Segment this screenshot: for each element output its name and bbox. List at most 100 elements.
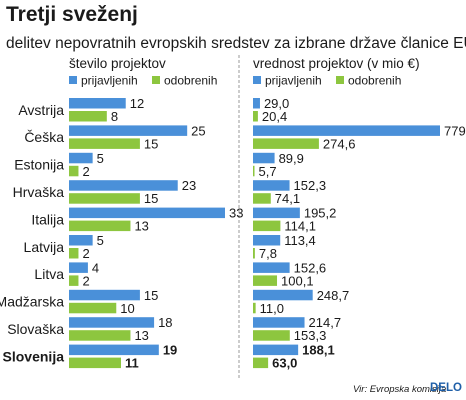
legend-swatch-value-prijavljenih (253, 76, 261, 84)
legend-label-count-prijavljenih: prijavljenih (81, 74, 138, 88)
data-label-value-prijavljenih-slovaska: 214,7 (309, 315, 342, 330)
category-label-slovaska: Slovaška (7, 321, 64, 337)
bar-value-odobrenih-estonija (253, 165, 255, 177)
category-label-italija: Italija (31, 211, 64, 227)
chart-subtitle: delitev nepovratnih evropskih sredstev z… (6, 35, 466, 52)
legend-label-value-odobrenih: odobrenih (348, 74, 401, 88)
bar-count-prijavljenih-slovaska (69, 317, 155, 328)
bar-count-prijavljenih-litva (69, 262, 88, 273)
data-label-count-odobrenih-madzarska: 10 (120, 301, 134, 316)
bar-value-odobrenih-ceska (253, 138, 319, 149)
bar-value-odobrenih-latvija (253, 248, 255, 259)
data-label-count-prijavljenih-ceska: 25 (191, 123, 205, 138)
data-label-count-odobrenih-estonija: 2 (82, 164, 89, 179)
data-label-count-prijavljenih-latvija: 5 (97, 233, 104, 248)
data-label-count-prijavljenih-avstrija: 12 (130, 96, 144, 111)
bar-value-prijavljenih-slovenija (253, 344, 299, 356)
bar-value-prijavljenih-slovaska (253, 317, 305, 328)
bar-count-odobrenih-madzarska (69, 302, 117, 314)
bar-value-odobrenih-avstrija (253, 111, 258, 122)
bar-count-prijavljenih-madzarska (69, 289, 140, 301)
data-label-value-prijavljenih-madzarska: 248,7 (317, 288, 350, 303)
legend-label-count-odobrenih: odobrenih (164, 74, 217, 88)
bar-value-odobrenih-slovaska (253, 330, 290, 341)
category-label-latvija: Latvija (24, 239, 65, 255)
data-label-value-odobrenih-slovenija: 63,0 (272, 356, 297, 371)
data-label-count-prijavljenih-slovaska: 18 (158, 315, 172, 330)
chart-title: Tretji sveženj (6, 3, 138, 26)
data-label-count-prijavljenih-litva: 4 (92, 260, 99, 275)
legend-label-value-prijavljenih: prijavljenih (265, 74, 322, 88)
data-label-value-prijavljenih-avstrija: 29,0 (264, 96, 289, 111)
data-label-value-odobrenih-slovaska: 153,3 (294, 328, 327, 343)
data-label-count-odobrenih-italija: 13 (134, 219, 148, 234)
bar-count-prijavljenih-estonija (69, 152, 93, 164)
data-label-count-prijavljenih-madzarska: 15 (144, 288, 158, 303)
panel-title-value: vrednost projektov (v mio €) (253, 56, 420, 71)
legend-swatch-count-odobrenih (152, 76, 160, 84)
bar-value-prijavljenih-latvija (253, 235, 281, 246)
bar-count-odobrenih-avstrija (69, 111, 107, 122)
data-label-value-prijavljenih-estonija: 89,9 (279, 151, 304, 166)
bar-count-prijavljenih-latvija (69, 235, 93, 246)
bar-count-prijavljenih-italija (69, 207, 225, 219)
data-label-value-prijavljenih-slovenija: 188,1 (302, 343, 335, 358)
bar-count-prijavljenih-avstrija (69, 98, 126, 109)
data-label-value-prijavljenih-ceska: 779,1 (444, 123, 466, 138)
data-label-count-odobrenih-slovenija: 11 (125, 356, 139, 371)
data-label-value-prijavljenih-hrvaska: 152,3 (294, 178, 327, 193)
data-label-value-odobrenih-madzarska: 11,0 (260, 301, 284, 316)
bar-value-prijavljenih-italija (253, 207, 300, 219)
data-label-count-prijavljenih-hrvaska: 23 (182, 178, 196, 193)
data-label-value-prijavljenih-italija: 195,2 (304, 206, 337, 221)
bar-value-prijavljenih-avstrija (253, 98, 260, 109)
bar-value-prijavljenih-estonija (253, 152, 275, 164)
category-label-avstrija: Avstrija (18, 102, 64, 118)
bar-value-prijavljenih-madzarska (253, 289, 313, 301)
bar-count-prijavljenih-slovenija (69, 344, 159, 356)
data-label-count-prijavljenih-slovenija: 19 (163, 343, 177, 358)
panel-title-count: število projektov (69, 56, 166, 71)
data-label-value-odobrenih-latvija: 7,8 (259, 246, 277, 261)
bar-value-prijavljenih-litva (253, 262, 290, 273)
bar-count-odobrenih-italija (69, 220, 131, 232)
data-label-value-odobrenih-avstrija: 20,4 (262, 109, 287, 124)
source-note: Vir: Evropska komisija (353, 384, 447, 395)
bar-value-odobrenih-litva (253, 275, 278, 286)
data-label-count-prijavljenih-estonija: 5 (97, 151, 104, 166)
category-label-ceska: Češka (24, 129, 64, 145)
data-label-value-odobrenih-estonija: 5,7 (259, 164, 277, 179)
data-label-value-prijavljenih-litva: 152,6 (294, 260, 327, 275)
category-label-slovenija: Slovenija (3, 348, 65, 364)
bar-value-odobrenih-slovenija (253, 357, 269, 369)
bar-count-odobrenih-estonija (69, 165, 79, 177)
data-label-count-odobrenih-latvija: 2 (82, 246, 89, 261)
category-label-madzarska: Madžarska (0, 294, 64, 310)
bar-count-prijavljenih-hrvaska (69, 180, 178, 191)
bar-count-odobrenih-latvija (69, 248, 79, 259)
category-label-litva: Litva (34, 266, 64, 282)
data-label-value-odobrenih-litva: 100,1 (281, 273, 314, 288)
data-label-value-prijavljenih-latvija: 113,4 (284, 233, 316, 248)
data-label-count-odobrenih-litva: 2 (82, 273, 89, 288)
legend-swatch-count-prijavljenih (69, 76, 77, 84)
bar-count-odobrenih-slovenija (69, 357, 121, 369)
bar-count-prijavljenih-ceska (69, 125, 188, 136)
data-label-value-odobrenih-italija: 114,1 (284, 219, 316, 234)
bar-value-odobrenih-italija (253, 220, 281, 232)
bar-value-odobrenih-hrvaska (253, 193, 271, 204)
bar-count-odobrenih-hrvaska (69, 193, 140, 204)
data-label-count-odobrenih-avstrija: 8 (111, 109, 118, 124)
data-label-value-odobrenih-ceska: 274,6 (323, 136, 356, 151)
data-label-count-prijavljenih-italija: 33 (229, 206, 243, 221)
bar-value-odobrenih-madzarska (253, 302, 256, 314)
data-label-count-odobrenih-hrvaska: 15 (144, 191, 158, 206)
bar-count-odobrenih-ceska (69, 138, 140, 149)
data-label-value-odobrenih-hrvaska: 74,1 (275, 191, 300, 206)
legend-swatch-value-odobrenih (336, 76, 344, 84)
bar-value-prijavljenih-ceska (253, 125, 440, 136)
bar-count-odobrenih-slovaska (69, 330, 131, 341)
publisher-logo: DELO (430, 382, 462, 394)
bar-count-odobrenih-litva (69, 275, 79, 286)
